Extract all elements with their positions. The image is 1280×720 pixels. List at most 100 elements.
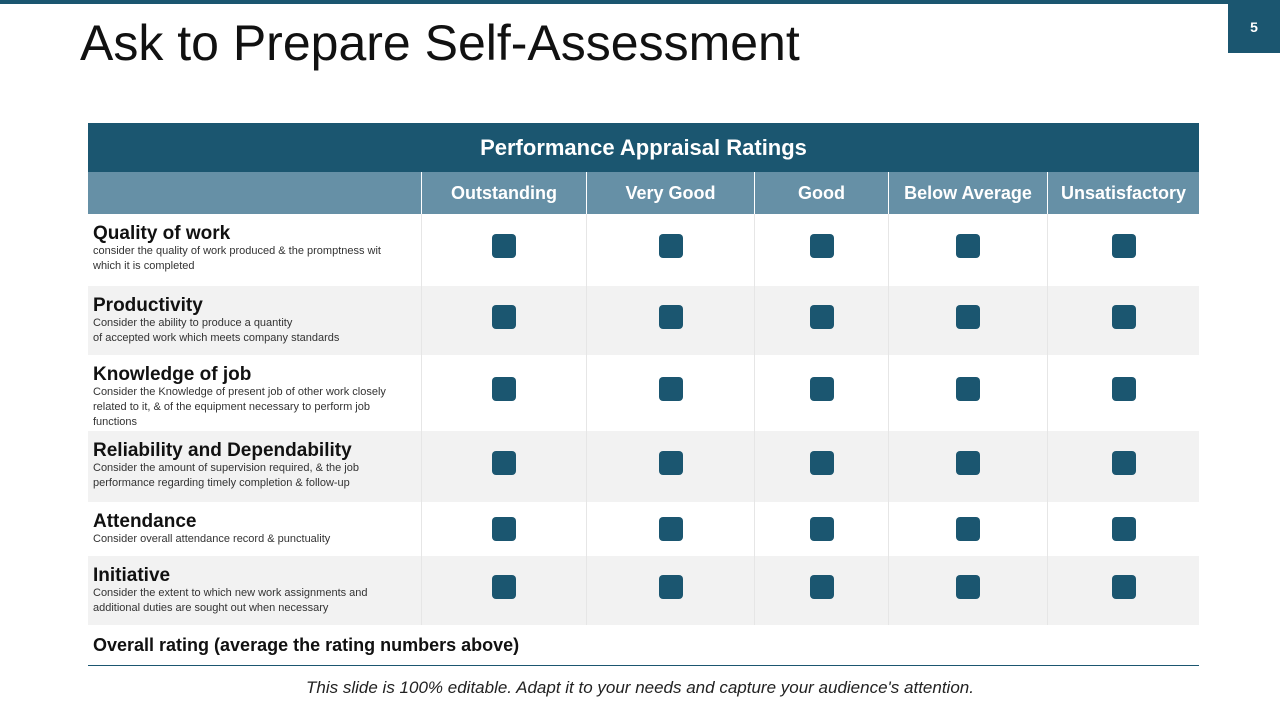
criterion-name: Initiative (93, 565, 171, 586)
table-row: Attendance Consider overall attendance re… (88, 502, 1199, 556)
overall-rating: Overall rating (average the rating numbe… (88, 625, 1199, 666)
criterion-name: Reliability and Dependability (93, 440, 352, 461)
top-bar (0, 0, 1280, 4)
rating-checkbox[interactable] (809, 377, 834, 401)
rating-cell (421, 214, 586, 286)
rating-checkbox[interactable] (492, 234, 516, 258)
rating-checkbox[interactable] (809, 517, 834, 541)
footer-note: This slide is 100% editable. Adapt it to… (306, 678, 974, 697)
rating-checkbox[interactable] (1111, 234, 1136, 258)
rating-cell (754, 286, 888, 355)
rating-cell (1047, 355, 1199, 431)
rating-checkbox[interactable] (1111, 450, 1136, 475)
rating-cell (888, 355, 1047, 431)
criterion-name: Knowledge of job (93, 364, 252, 385)
criterion-description: Consider the ability to produce a quanti… (93, 317, 293, 329)
rating-checkbox[interactable] (809, 304, 834, 329)
rating-cell (754, 214, 888, 286)
rating-cell (754, 355, 888, 431)
column-header: Good (754, 172, 888, 214)
page-number: 5 (1228, 0, 1280, 53)
column-header: Very Good (586, 172, 754, 214)
rating-checkbox[interactable] (492, 450, 516, 475)
rating-cell (421, 286, 586, 355)
rating-checkbox[interactable] (1111, 517, 1136, 541)
rating-cell (421, 431, 586, 502)
criterion-description: Consider the extent to which new work as… (93, 587, 368, 599)
rating-checkbox[interactable] (809, 234, 834, 258)
rating-cell (1047, 286, 1199, 355)
rating-checkbox[interactable] (956, 234, 980, 258)
rating-cell (1047, 556, 1199, 625)
row-label: Quality of work consider the quality of w… (88, 214, 421, 286)
rating-checkbox[interactable] (492, 377, 516, 401)
criterion-name: Attendance (93, 511, 197, 532)
table-row: Quality of work consider the quality of w… (88, 214, 1199, 286)
row-label: Reliability and Dependability Consider th… (88, 431, 421, 502)
rating-checkbox[interactable] (956, 450, 980, 475)
criterion-description: Consider overall attendance record & pun… (93, 533, 331, 545)
rating-checkbox[interactable] (658, 574, 683, 599)
rating-cell (586, 502, 754, 556)
criterion-name: Quality of work (93, 223, 231, 244)
table-row: Knowledge of job Consider the Knowledge o… (88, 355, 1199, 431)
rating-checkbox[interactable] (956, 304, 980, 329)
rating-checkbox[interactable] (1111, 574, 1136, 599)
rating-cell (1047, 431, 1199, 502)
rating-cell (586, 355, 754, 431)
rating-checkbox[interactable] (658, 377, 683, 401)
criterion-description: performance regarding timely completion … (93, 477, 350, 489)
rating-checkbox[interactable] (658, 304, 683, 329)
rating-cell (888, 502, 1047, 556)
criterion-description: Consider the amount of supervision requi… (93, 462, 359, 474)
rating-cell (888, 431, 1047, 502)
rating-checkbox[interactable] (956, 574, 980, 599)
rating-cell (421, 355, 586, 431)
rating-checkbox[interactable] (809, 574, 834, 599)
appraisal-table: Performance Appraisal Ratings Outstandin… (88, 123, 1199, 666)
rating-cell (586, 214, 754, 286)
criterion-description: consider the quality of work produced & … (93, 245, 381, 257)
criterion-description: related to it, & of the equipment necess… (93, 401, 370, 413)
rating-cell (1047, 502, 1199, 556)
criterion-name: Productivity (93, 295, 203, 316)
criterion-description: of accepted work which meets company sta… (93, 332, 340, 344)
rating-checkbox[interactable] (658, 517, 683, 541)
table-title: Performance Appraisal Ratings (88, 123, 1199, 172)
row-label: Initiative Consider the extent to which n… (88, 556, 421, 625)
rating-cell (754, 556, 888, 625)
row-label: Productivity Consider the ability to prod… (88, 286, 421, 355)
rating-cell (888, 556, 1047, 625)
column-header: Unsatisfactory (1047, 172, 1199, 214)
blank-header (88, 172, 421, 214)
rating-checkbox[interactable] (492, 304, 516, 329)
criterion-description: functions (93, 416, 138, 428)
column-header: Below Average (888, 172, 1047, 214)
table-row: Reliability and Dependability Consider th… (88, 431, 1199, 502)
rating-cell (754, 431, 888, 502)
column-header-row: Outstanding Very Good Good Below Average Uns… (88, 172, 1199, 214)
rating-checkbox[interactable] (956, 517, 980, 541)
rating-checkbox[interactable] (658, 234, 683, 258)
criterion-description: Consider the Knowledge of present job of… (93, 386, 386, 398)
rating-checkbox[interactable] (658, 450, 683, 475)
criterion-description: which it is completed (93, 260, 195, 272)
rating-cell (421, 556, 586, 625)
rating-checkbox[interactable] (492, 574, 516, 599)
rating-checkbox[interactable] (1111, 377, 1136, 401)
rating-cell (754, 502, 888, 556)
criterion-description: additional duties are sought out when ne… (93, 602, 329, 614)
rating-checkbox[interactable] (492, 517, 516, 541)
rating-checkbox[interactable] (956, 377, 980, 401)
rating-checkbox[interactable] (809, 450, 834, 475)
table-row: Initiative Consider the extent to which n… (88, 556, 1199, 625)
rating-cell (586, 431, 754, 502)
row-label: Attendance Consider overall attendance re… (88, 502, 421, 556)
table-row: Productivity Consider the ability to prod… (88, 286, 1199, 355)
column-header: Outstanding (421, 172, 586, 214)
row-label: Knowledge of job Consider the Knowledge o… (88, 355, 421, 431)
rating-checkbox[interactable] (1111, 304, 1136, 329)
slide-title: Ask to Prepare Self-Assessment (80, 15, 800, 71)
table-body: Quality of work consider the quality of w… (88, 214, 1199, 625)
